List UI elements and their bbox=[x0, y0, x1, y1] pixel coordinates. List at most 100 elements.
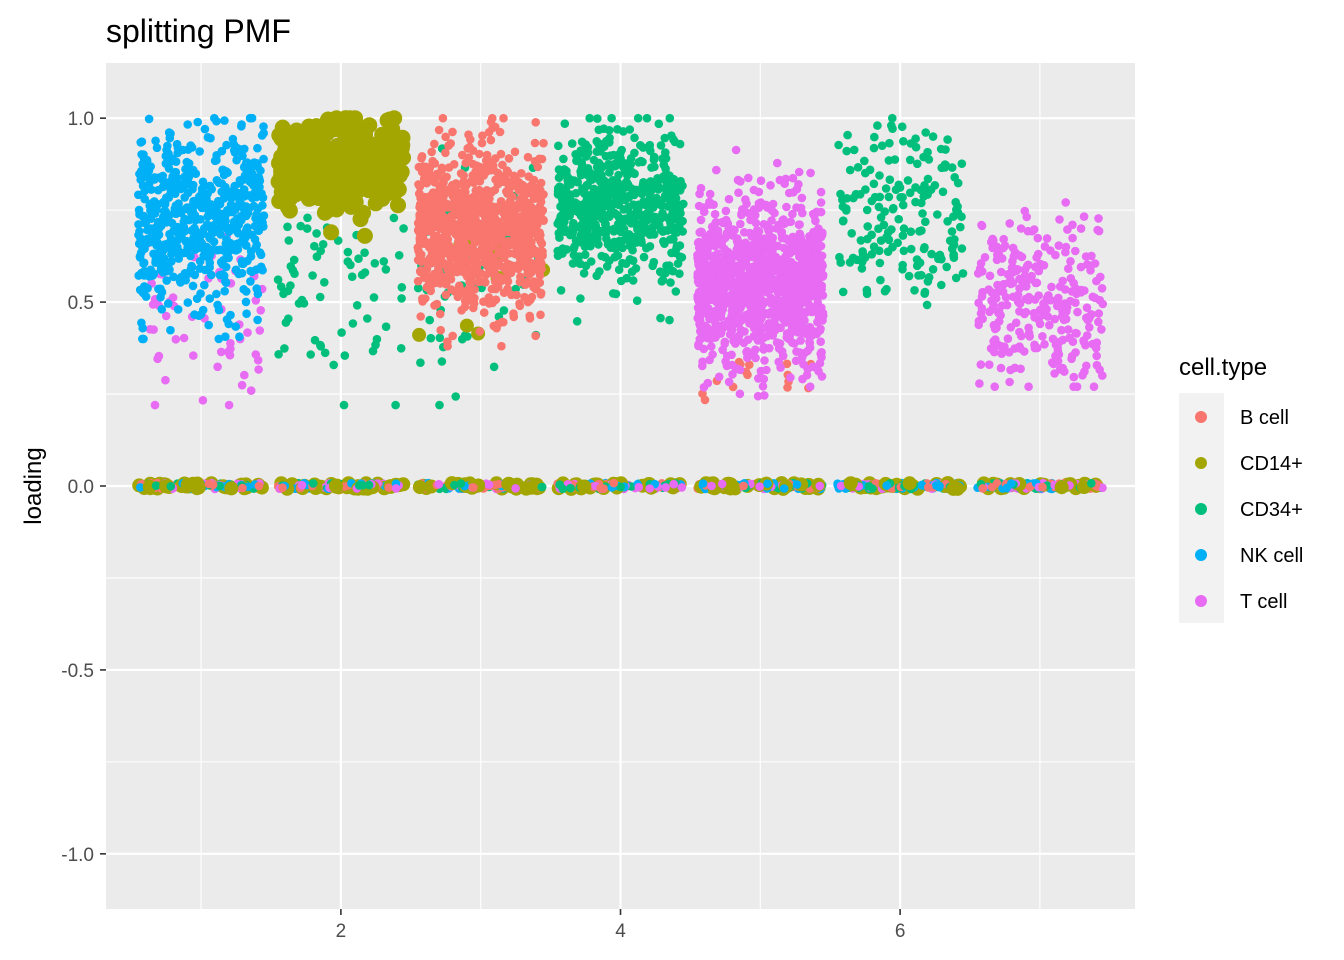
data-point bbox=[209, 220, 219, 230]
data-point bbox=[555, 480, 564, 490]
data-point bbox=[352, 301, 362, 310]
data-point bbox=[780, 179, 789, 188]
data-point bbox=[587, 214, 596, 223]
data-point bbox=[745, 228, 755, 238]
data-point bbox=[171, 335, 181, 344]
data-point bbox=[226, 187, 236, 196]
data-point bbox=[161, 207, 170, 216]
data-point bbox=[150, 400, 160, 410]
data-point bbox=[179, 333, 189, 343]
data-point bbox=[296, 221, 306, 231]
data-points bbox=[132, 110, 1108, 496]
data-point bbox=[767, 295, 777, 305]
data-point bbox=[224, 481, 239, 496]
data-point bbox=[207, 270, 216, 280]
data-point bbox=[416, 358, 425, 368]
data-point bbox=[613, 237, 622, 247]
data-point bbox=[650, 162, 659, 172]
data-point bbox=[809, 259, 818, 269]
data-point bbox=[567, 230, 577, 240]
data-point bbox=[539, 216, 548, 225]
data-point bbox=[696, 215, 706, 225]
data-point bbox=[245, 203, 254, 213]
data-point bbox=[538, 206, 548, 215]
data-point bbox=[284, 236, 294, 245]
data-point bbox=[252, 265, 261, 274]
data-point bbox=[310, 241, 319, 251]
data-point bbox=[656, 141, 666, 150]
data-point bbox=[596, 483, 605, 493]
data-point bbox=[253, 315, 262, 325]
data-point bbox=[793, 275, 803, 285]
data-point bbox=[626, 239, 635, 248]
data-point bbox=[315, 165, 332, 182]
data-point bbox=[136, 483, 145, 492]
data-point bbox=[766, 307, 776, 317]
data-point bbox=[495, 237, 505, 246]
data-point bbox=[904, 271, 914, 281]
data-point bbox=[808, 362, 818, 372]
data-point bbox=[180, 269, 190, 278]
data-point bbox=[585, 113, 594, 123]
data-point bbox=[189, 351, 198, 360]
data-point bbox=[256, 250, 266, 260]
data-point bbox=[146, 162, 155, 171]
data-point bbox=[460, 239, 469, 248]
data-point bbox=[451, 392, 461, 401]
data-point bbox=[188, 239, 197, 249]
data-point bbox=[239, 259, 248, 269]
data-point bbox=[556, 286, 566, 295]
data-point bbox=[693, 271, 703, 280]
data-point bbox=[479, 308, 489, 317]
data-point bbox=[595, 267, 604, 276]
data-point bbox=[636, 156, 646, 166]
data-point bbox=[767, 216, 776, 225]
data-point bbox=[154, 351, 164, 361]
data-point bbox=[610, 252, 620, 262]
data-point bbox=[162, 276, 171, 285]
data-point bbox=[666, 278, 675, 287]
data-point bbox=[592, 137, 601, 146]
data-point bbox=[184, 172, 194, 182]
data-point bbox=[645, 484, 655, 493]
data-point bbox=[417, 152, 427, 161]
data-point bbox=[708, 350, 717, 359]
data-point bbox=[484, 480, 494, 489]
data-point bbox=[537, 239, 547, 248]
data-point bbox=[647, 180, 656, 189]
data-point bbox=[210, 113, 219, 123]
data-point bbox=[462, 293, 472, 303]
data-point bbox=[595, 226, 605, 236]
data-point bbox=[943, 217, 952, 226]
data-point bbox=[490, 265, 499, 274]
data-point bbox=[438, 113, 448, 123]
data-point bbox=[213, 362, 222, 372]
data-point bbox=[226, 344, 235, 354]
data-point bbox=[381, 111, 398, 128]
data-point bbox=[274, 119, 291, 136]
data-point bbox=[520, 190, 530, 200]
data-point bbox=[754, 203, 764, 213]
data-point bbox=[777, 347, 787, 356]
data-point bbox=[323, 224, 340, 241]
data-point bbox=[698, 326, 708, 336]
data-point bbox=[861, 168, 870, 178]
data-point bbox=[493, 227, 503, 237]
data-point bbox=[471, 226, 480, 236]
data-point bbox=[693, 313, 702, 323]
data-point bbox=[462, 211, 472, 220]
data-point bbox=[181, 275, 190, 285]
data-point bbox=[259, 122, 268, 131]
data-point bbox=[252, 240, 261, 250]
data-point bbox=[917, 270, 926, 280]
data-point bbox=[698, 479, 708, 488]
data-point bbox=[243, 328, 252, 337]
data-point bbox=[675, 139, 685, 149]
data-point bbox=[237, 120, 246, 129]
data-point bbox=[614, 170, 623, 180]
data-point bbox=[221, 262, 231, 272]
data-point bbox=[672, 244, 681, 254]
data-point bbox=[206, 234, 216, 244]
data-point bbox=[496, 149, 506, 159]
data-point bbox=[884, 192, 894, 202]
